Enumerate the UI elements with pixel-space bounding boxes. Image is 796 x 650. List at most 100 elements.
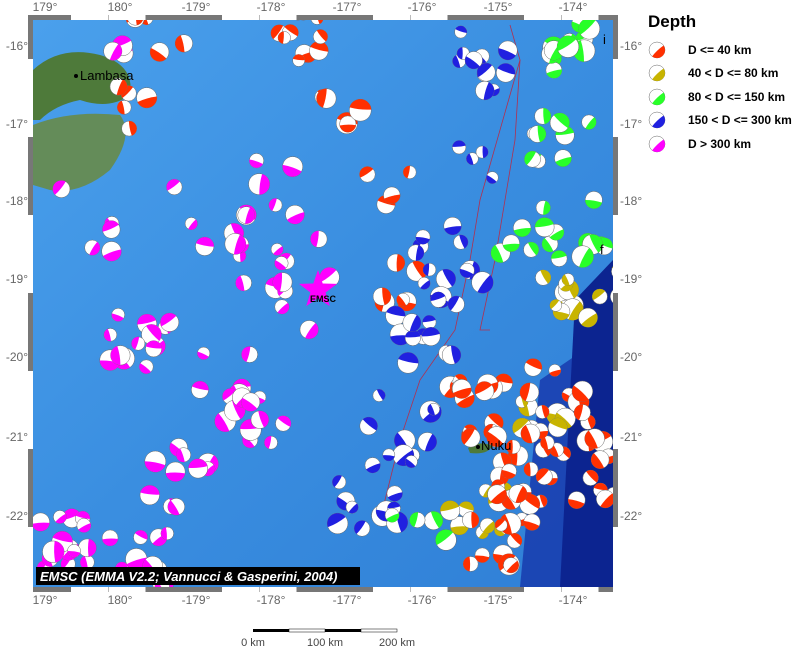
earthquake-beachball-icon: [417, 432, 437, 452]
earthquake-beachball-icon: [167, 498, 185, 516]
lon-tick-label: -178°: [257, 593, 286, 607]
earthquake-beachball-icon: [571, 245, 594, 268]
lat-tick-label: -18°: [6, 194, 28, 208]
earthquake-beachball-icon: [415, 229, 431, 245]
earthquake-beachball-icon: [188, 458, 208, 479]
place-edge-2: f: [600, 242, 604, 257]
earthquake-beachball-icon: [534, 217, 555, 238]
earthquake-beachball-icon: [110, 345, 131, 366]
earthquake-beachball-icon: [332, 475, 347, 490]
earthquake-beachball-icon: [578, 307, 598, 328]
earthquake-beachball-icon: [372, 388, 386, 402]
legend-item: 150 < D <= 300 km: [648, 109, 792, 133]
legend-label: D <= 40 km: [688, 42, 752, 57]
earthquake-beachball-icon: [103, 328, 118, 342]
credit-text: EMSC (EMMA V2.2; Vannucci & Gasperini, 2…: [40, 569, 337, 584]
earthquake-beachball-icon: [471, 271, 494, 294]
earthquake-beachball-icon: [440, 500, 461, 521]
earthquake-beachball-icon: [264, 435, 278, 450]
earthquake-beachball-icon: [67, 544, 81, 558]
earthquake-beachball-icon: [160, 312, 180, 332]
earthquake-beachball-icon: [584, 191, 603, 209]
earthquake-beachball-icon: [582, 469, 599, 486]
earthquake-beachball-icon: [474, 381, 495, 401]
lat-tick-label: -17°: [620, 117, 642, 131]
lat-tick-label: -19°: [6, 272, 28, 286]
earthquake-beachball-icon: [33, 512, 50, 532]
legend-label: D > 300 km: [688, 136, 752, 151]
lat-tick-label: -18°: [620, 194, 642, 208]
earthquake-beachball-icon: [464, 51, 483, 70]
legend-beachball-icon: [648, 135, 666, 152]
earthquake-beachball-icon: [396, 292, 410, 307]
legend-beachball-icon: [648, 112, 666, 129]
earthquake-beachball-icon: [53, 510, 67, 524]
lon-tick-label: -176°: [408, 0, 437, 14]
earthquake-beachball-icon: [144, 450, 167, 473]
earthquake-beachball-icon: [435, 268, 456, 289]
earthquake-beachball-icon: [101, 241, 122, 262]
earthquake-beachball-icon: [127, 20, 144, 26]
earthquake-beachball-icon: [121, 120, 137, 137]
lon-tick-label: -175°: [484, 0, 513, 14]
lon-tick-label: -174°: [559, 593, 588, 607]
earthquake-beachball-icon: [545, 61, 563, 79]
legend-beachball-icon: [648, 65, 666, 82]
earthquake-beachball-icon: [102, 220, 121, 239]
earthquake-beachball-icon: [224, 233, 247, 255]
earthquake-beachball-icon: [486, 171, 499, 184]
earthquake-beachball-icon: [535, 200, 551, 216]
scale-label-0: 0 km: [241, 637, 265, 649]
earthquake-beachball-icon: [285, 204, 305, 225]
plate-boundary: [379, 24, 521, 521]
earthquake-beachball-icon: [424, 511, 444, 531]
earthquake-beachball-icon: [275, 415, 292, 432]
earthquake-beachball-icon: [241, 346, 258, 363]
legend-label: 80 < D <= 150 km: [688, 89, 786, 104]
earthquake-beachball-icon: [519, 382, 540, 403]
depth-legend: Depth D <= 40 km 40 < D <= 80 km 80 < D <=…: [648, 12, 792, 156]
earthquake-beachball-icon: [417, 276, 431, 290]
earthquake-beachball-icon: [584, 428, 605, 449]
earthquake-beachball-icon: [310, 230, 328, 248]
earthquake-beachball-icon: [78, 538, 97, 558]
earthquake-beachball-icon: [506, 533, 523, 549]
earthquake-beachball-icon: [386, 485, 403, 502]
earthquake-beachball-icon: [270, 243, 284, 256]
earthquake-beachball-icon: [548, 417, 568, 438]
earthquake-beachball-icon: [580, 414, 596, 430]
earthquake-beachball-icon: [353, 520, 371, 537]
earthquake-beachball-icon: [310, 20, 324, 25]
earthquake-beachball-icon: [508, 484, 528, 503]
earthquake-beachball-icon: [443, 216, 462, 236]
earthquake-beachball-icon: [549, 299, 563, 312]
earthquake-beachball-icon: [301, 0, 314, 7]
earthquake-beachball-icon: [422, 315, 437, 330]
earthquake-beachball-icon: [556, 35, 580, 58]
earthquake-beachball-icon: [487, 484, 507, 505]
legend-title: Depth: [648, 12, 697, 31]
earthquake-beachball-icon: [506, 439, 521, 455]
lat-tick-label: -22°: [6, 509, 28, 523]
lambasa-marker: [74, 74, 78, 78]
earthquake-beachball-icon: [451, 379, 472, 399]
earthquake-beachball-icon: [513, 218, 532, 237]
legend-beachball-icon: [648, 41, 666, 58]
earthquake-beachball-icon: [125, 548, 148, 571]
earthquake-beachball-icon: [422, 262, 437, 277]
earthquake-beachball-icon: [462, 556, 479, 572]
earthquake-beachball-icon: [591, 288, 608, 305]
earthquake-beachball-icon: [421, 327, 441, 346]
earthquake-beachball-icon: [476, 62, 496, 82]
earthquake-beachball-icon: [197, 346, 211, 360]
earthquake-beachball-icon: [610, 289, 613, 304]
earthquake-beachball-icon: [407, 244, 425, 262]
earthquake-beachball-icon: [103, 41, 123, 61]
lon-tick-label: -177°: [333, 0, 362, 14]
earthquake-beachball-icon: [326, 512, 349, 535]
lon-tick-label: -174°: [559, 0, 588, 14]
vanua-levu-island: [33, 52, 131, 121]
earthquake-beachball-icon: [249, 153, 265, 169]
earthquake-beachball-icon: [549, 112, 570, 133]
earthquake-beachball-icon: [248, 173, 270, 195]
